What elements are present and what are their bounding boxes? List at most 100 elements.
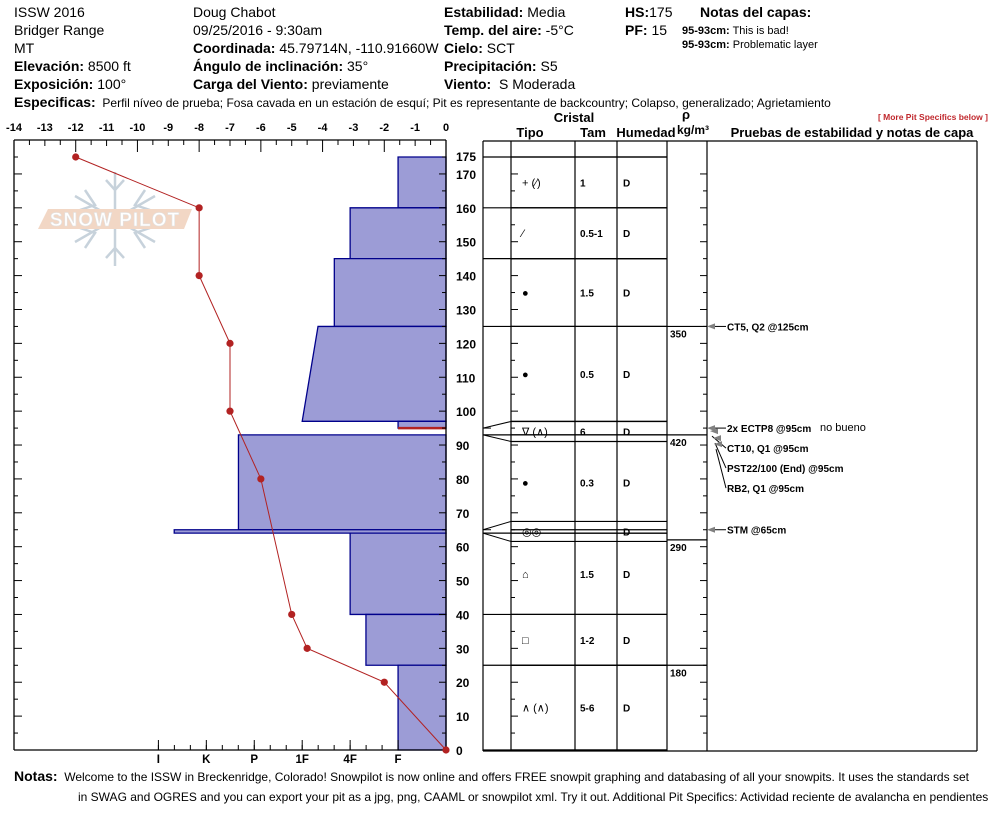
arrow-icon [713,435,721,442]
snowpilot-watermark: SNOW PILOT [38,172,192,266]
crystal-type: ◎◎ [522,526,541,538]
hardness-tick-label: 1F [295,754,308,765]
crystal-size: 0.5-1 [580,229,603,240]
stability-test: PST22/100 (End) @95cm [727,464,844,475]
pit-specifics: Especificas: Perfil níveo de prueba; Fos… [14,94,831,110]
crystal-type: ⁄ [519,228,526,240]
density-value: 290 [670,543,687,554]
layer-connector [482,532,512,542]
temperature-point [380,678,388,686]
wind: Viento: S Moderada [444,76,576,92]
notes: Notas: Welcome to the ISSW in Breckenrid… [14,766,988,807]
header-col1: ISSW 2016 Bridger Range MT Elevación: 85… [14,3,131,93]
size-header: Tam [580,125,606,140]
depth-tick-label: 110 [456,371,476,385]
hardness-bar [365,613,447,666]
stability-test: RB2, Q1 @95cm [727,484,804,495]
pit-name: ISSW 2016 [14,4,85,20]
crystal-type: ● [522,288,529,300]
temperature-point [257,475,265,483]
arrow-icon [707,425,715,432]
arrow-icon [714,441,722,448]
hardness-tick-label: I [157,754,160,765]
temp-tick-label: -3 [349,122,359,134]
type-header: Tipo [516,125,543,140]
crystal-type: ∧ (∧) [522,703,549,715]
hardness-bar [397,156,447,209]
test-connector [714,442,727,469]
elevation: Elevación: 8500 ft [14,58,131,74]
header-col2: Doug Chabot 09/25/2016 - 9:30am Coordina… [193,3,439,93]
header-col4: HS:175 PF: 15 [625,3,672,39]
slope-angle: Ángulo de inclinación: 35° [193,58,369,74]
crystal-size: 6 [580,427,586,438]
crystal-type: ● [522,477,529,489]
tests-header: Pruebas de estabilidad y notas de capa [731,125,975,140]
penetration: PF: 15 [625,22,668,38]
hardness-bar [349,532,447,616]
depth-tick-label: 160 [456,202,476,216]
crystal-size: 1.5 [580,289,594,300]
crystal-size: 1 [580,178,586,189]
arrow-icon [707,526,715,533]
stability-test: 2x ECTP8 @95cm [727,424,811,435]
hardness-bar [301,325,447,422]
more-pit-specifics-link[interactable]: [ More Pit Specifics below ] [878,112,988,122]
layer-notes-title: Notas del capas: [700,4,812,20]
temp-tick-label: -4 [318,122,329,134]
crystal-type: + (⁄) [522,177,541,189]
density-unit: kg/m³ [677,123,709,137]
temperature-point [226,339,234,347]
snow-height: HS:175 [625,4,673,20]
hardness-bar [397,664,447,751]
temp-tick-label: -13 [37,122,53,134]
layer-connector [482,420,512,429]
temp-tick-label: -9 [163,122,173,134]
moisture: D [623,636,630,647]
moisture: D [623,570,630,581]
crystal-size: 0.3 [580,478,594,489]
density-value: 350 [670,329,687,340]
depth-tick-label: 80 [456,473,470,487]
crystal-size: 5-6 [580,704,595,715]
depth-tick-label: 140 [456,270,476,284]
moisture: D [623,370,630,381]
depth-tick-label: 40 [456,608,470,622]
precipitation: Precipitación: S5 [444,58,558,74]
observer: Doug Chabot [193,4,276,20]
arrow-icon [710,428,718,435]
crystal-type: □ [522,635,529,647]
notes-line2: in SWAG and OGRES and you can export you… [78,790,989,804]
temp-tick-label: -1 [410,122,420,134]
layer-connector [482,434,512,442]
layer-connector [482,520,512,531]
stability-test: CT5, Q2 @125cm [727,322,809,333]
aspect: Exposición: 100° [14,76,127,92]
air-temp: Temp. del aire: -5°C [444,22,574,38]
temp-tick-label: -6 [256,122,266,134]
moisture: D [623,427,630,438]
depth-tick-label: 20 [456,676,470,690]
crystal-size: 1.5 [580,570,594,581]
moisture: D [623,178,630,189]
stability-test: STM @65cm [727,526,786,537]
hardness-bar [349,207,447,260]
datetime: 09/25/2016 - 9:30am [193,22,323,38]
temp-tick-label: -2 [379,122,389,134]
depth-tick-label: 120 [456,337,476,351]
crystal-size: 0.5 [580,370,594,381]
depth-tick-label: 150 [456,236,476,250]
state-name: MT [14,40,35,56]
test-connector [715,448,727,489]
temperature-point [195,272,203,280]
coordinates: Coordinada: 45.79714N, -110.91660W [193,40,439,56]
arrow-icon [707,323,715,330]
temp-tick-label: 0 [443,122,449,134]
range-name: Bridger Range [14,22,105,38]
moisture-header: Humedad [616,125,675,140]
depth-tick-label: 175 [456,150,476,164]
crystal-type: ⌂ [522,569,529,581]
temperature-point [288,610,296,619]
wind-loading: Carga del Viento: previamente [193,76,389,92]
temp-tick-label: -12 [68,122,84,134]
